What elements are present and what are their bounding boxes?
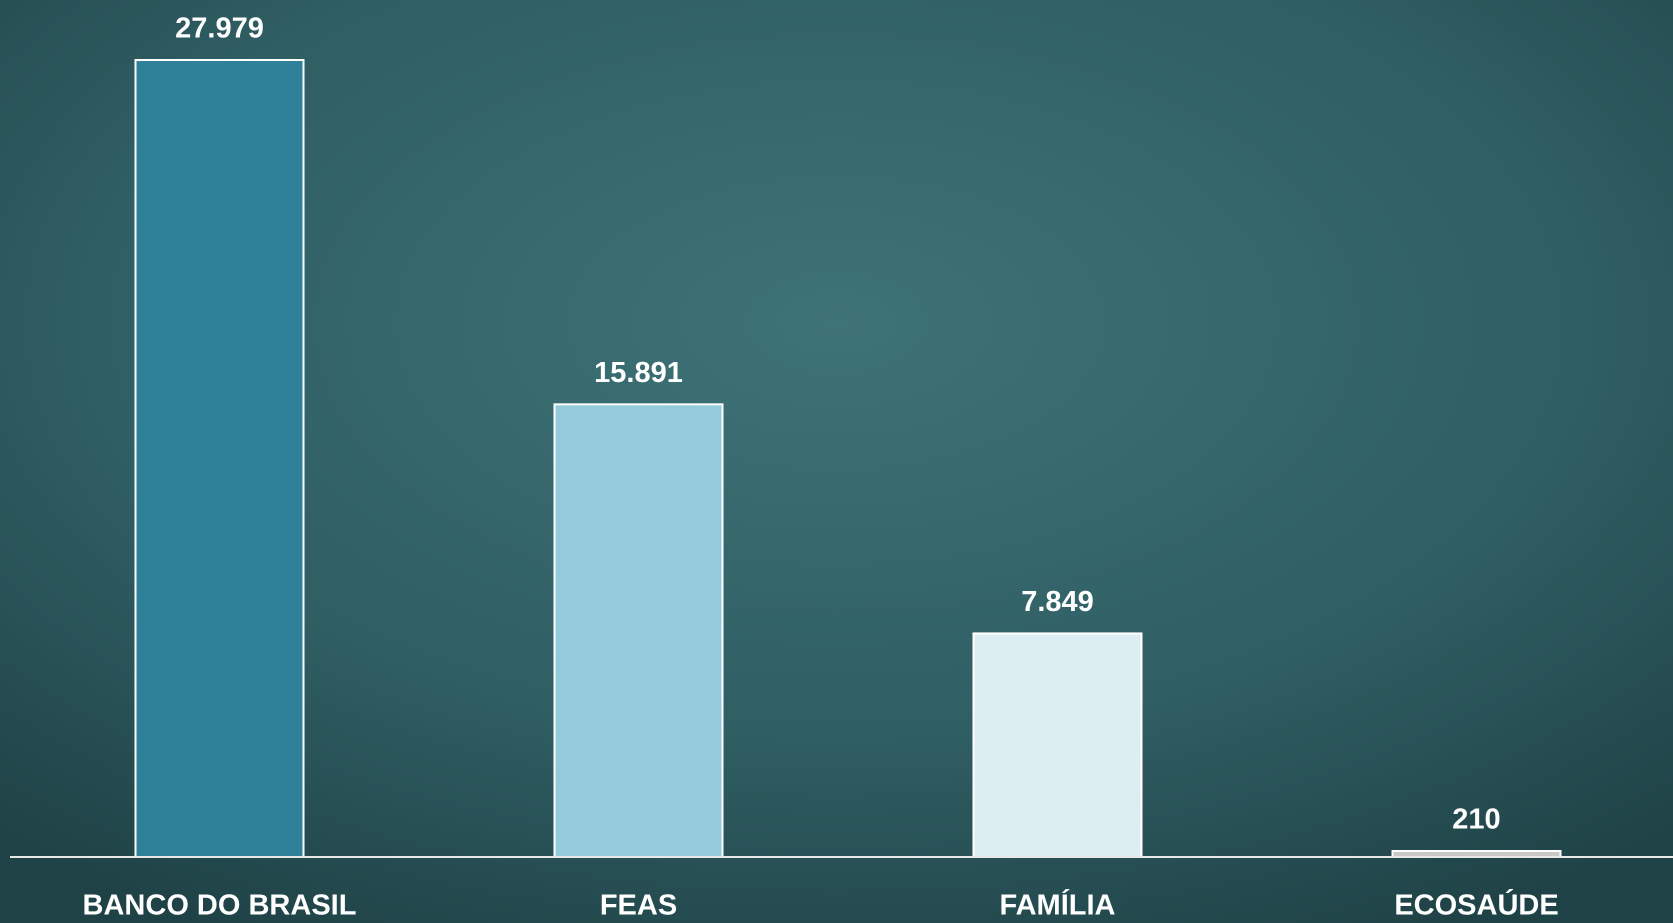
x-tick-label: ECOSAÚDE bbox=[1394, 888, 1558, 922]
value-label: 210 bbox=[1452, 804, 1500, 836]
value-label: 15.891 bbox=[594, 357, 683, 389]
x-tick-label: FEAS bbox=[600, 890, 677, 922]
bar bbox=[972, 632, 1143, 858]
value-label: 7.849 bbox=[1021, 586, 1094, 618]
bar bbox=[553, 403, 724, 858]
bar bbox=[134, 59, 305, 858]
value-label: 27.979 bbox=[175, 13, 264, 45]
x-tick-label: FAMÍLIA bbox=[1000, 888, 1116, 922]
x-tick-label: BANCO DO BRASIL bbox=[83, 890, 357, 922]
